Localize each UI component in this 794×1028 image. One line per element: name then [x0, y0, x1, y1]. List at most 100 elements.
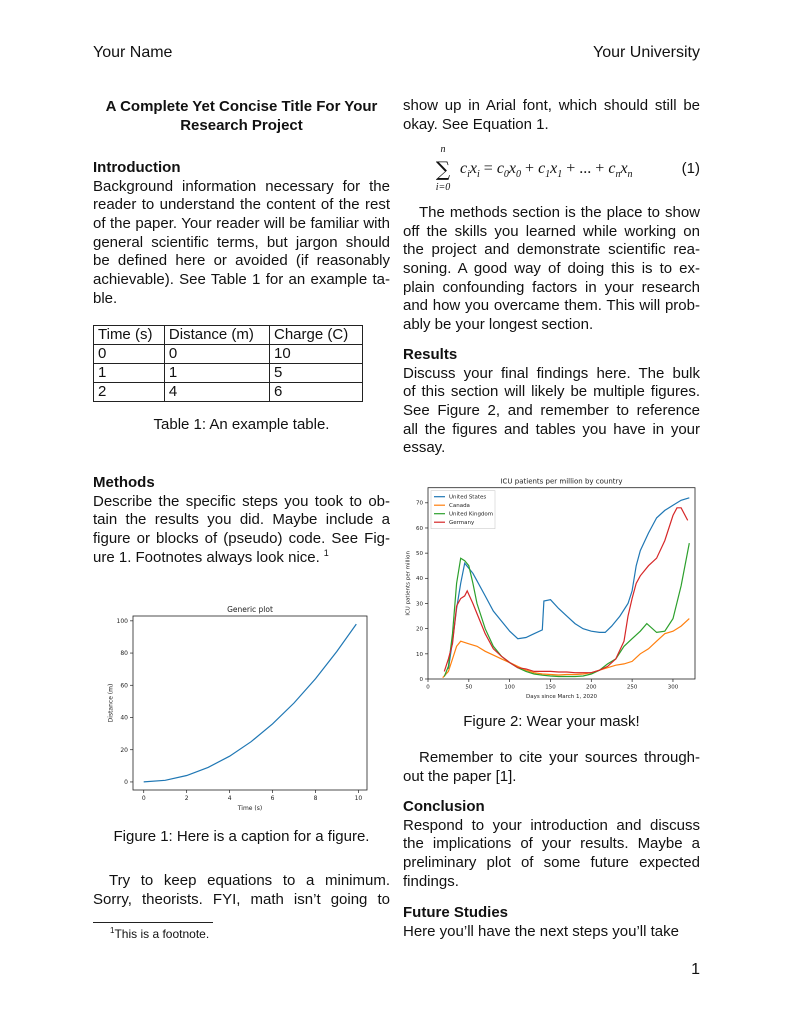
- legend-label: United States: [449, 495, 486, 501]
- text-line: See Figure 2, and remember to reference: [403, 402, 700, 421]
- y-tick-label: 60: [120, 682, 128, 689]
- section-heading: Methods: [93, 474, 155, 491]
- table-cell: 0: [163, 344, 271, 364]
- x-tick-label: 100: [504, 685, 515, 691]
- text-line-content: be defined here or avoided (if reasonabl…: [93, 252, 390, 270]
- figure-2-caption: Figure 2: Wear your mask!: [463, 713, 640, 730]
- legend-label: Germany: [449, 520, 475, 526]
- y-tick-label: 80: [120, 650, 128, 657]
- y-tick-label: 10: [416, 652, 423, 658]
- header-university: Your University: [592, 44, 700, 61]
- title-line: Research Project: [180, 117, 303, 134]
- text-line-content: and how you overcame them. This will pro…: [403, 297, 700, 315]
- column-header: Charge (C): [269, 325, 363, 345]
- table-cell: 4: [163, 382, 271, 402]
- x-tick-label: 8: [314, 795, 318, 802]
- text-line-content: Sorry, theorists. FYI, math isn’t going …: [93, 890, 390, 908]
- text-line-content: out the paper [1].: [403, 767, 517, 785]
- sum-lower-limit: i=0: [435, 182, 451, 193]
- text-line-content: essay.: [403, 439, 446, 457]
- section-heading: Results: [403, 346, 458, 363]
- text-line-content: all the figures and tables you have in y…: [403, 420, 700, 438]
- y-tick-label: 50: [416, 551, 423, 557]
- text-line: of the paper. Your reader will be famili…: [93, 215, 390, 234]
- text-line: preliminary plot of some future expected: [403, 854, 700, 873]
- text-line-content: findings.: [403, 872, 459, 890]
- text-line-content: ble.: [93, 289, 118, 307]
- introduction-section: Introduction Background information nece…: [93, 159, 390, 309]
- methods-section: Methods Describe the specific steps you …: [93, 474, 390, 567]
- chart-title: ICU patients per million by country: [500, 478, 622, 486]
- equation-1: n ∑ i=0 cixi = c0x0 + c1x1 + ... + cnxn …: [430, 144, 700, 196]
- y-tick-label: 30: [416, 601, 423, 607]
- text-line: out the paper [1].: [403, 768, 700, 787]
- paper-title: A Complete Yet Concise Title For Your Re…: [93, 97, 390, 135]
- text-line: the implications of your results. Maybe …: [403, 835, 700, 854]
- x-tick-label: 10: [355, 795, 363, 802]
- x-axis-label: Time (s): [237, 805, 262, 812]
- table-cell: 6: [269, 382, 363, 402]
- text-line-content: preliminary plot of some future expected: [403, 854, 700, 872]
- text-line: Discuss your final findings here. The bu…: [403, 365, 700, 384]
- text-line-content: plain confounding factors in your resear…: [403, 278, 700, 296]
- plot-area: [132, 615, 368, 791]
- conclusion-section: Conclusion Respond to your introduction …: [403, 798, 700, 891]
- text-line: ble.: [93, 290, 390, 309]
- x-tick-label: 0: [142, 795, 146, 802]
- text-line: off the skills you learned while working…: [403, 223, 700, 242]
- text-line: okay. See Equation 1.: [403, 116, 700, 135]
- text-line-content: Respond to your introduction and discuss: [403, 816, 700, 834]
- text-line: Background information necessary for the: [93, 178, 390, 197]
- chart-title: Generic plot: [227, 605, 273, 614]
- series-line-united-states: [447, 497, 690, 669]
- paragraph: Try to keep equations to a minimum. Sorry…: [93, 872, 390, 909]
- series-line-united-kingdom: [443, 542, 690, 678]
- text-line-content: general scientific terms, but jargon sho…: [93, 233, 390, 251]
- text-line-content: Try to keep equations to a minimum.: [109, 872, 390, 889]
- text-line: Try to keep equations to a minimum.: [93, 872, 390, 891]
- text-line: figure or blocks of (pseudo) code. See F…: [93, 530, 390, 549]
- header-author: Your Name: [93, 44, 173, 61]
- text-line-content: okay. See Equation 1.: [403, 115, 549, 133]
- text-line: essay.: [403, 439, 700, 458]
- text-line-content: See Figure 2, and remember to reference: [403, 402, 700, 420]
- text-line-content: of this section will likely be multiple …: [403, 383, 700, 401]
- text-line: tain the results you did. Maybe include …: [93, 511, 390, 530]
- text-line-content: The methods section is the place to show: [419, 204, 700, 221]
- text-line-content: the implications of your results. Maybe …: [403, 835, 700, 853]
- text-line: general scientific terms, but jargon sho…: [93, 234, 390, 253]
- text-line-content: figure or blocks of (pseudo) code. See F…: [93, 530, 390, 548]
- text-line-content: Discuss your final findings here. The bu…: [403, 364, 700, 382]
- y-tick-label: 20: [416, 627, 423, 633]
- table-cell: 2: [93, 382, 165, 402]
- y-tick-label: 0: [124, 779, 128, 786]
- sigma-symbol: ∑: [435, 157, 451, 181]
- footnote-mark: 1: [110, 926, 115, 935]
- x-tick-label: 150: [545, 685, 556, 691]
- footnote-rule: [93, 922, 213, 923]
- x-tick-label: 50: [465, 685, 472, 691]
- table-cell: 1: [93, 363, 165, 383]
- section-heading: Conclusion: [403, 798, 485, 815]
- text-line: The methods section is the place to show: [403, 204, 700, 223]
- title-line: A Complete Yet Concise Title For Your: [105, 98, 378, 115]
- section-heading: Future Studies: [403, 904, 509, 921]
- y-axis-label: ICU patients per million: [405, 551, 411, 616]
- text-line: be defined here or avoided (if reasonabl…: [93, 252, 390, 271]
- text-line-content: show up in Arial font, which should stil…: [403, 97, 700, 114]
- text-line: plain confounding factors in your resear…: [403, 279, 700, 298]
- text-line-content: off the skills you learned while working…: [403, 222, 700, 240]
- y-tick-label: 40: [120, 715, 128, 722]
- text-line: Describe the specific steps you took to …: [93, 493, 390, 512]
- x-tick-label: 250: [627, 685, 638, 691]
- table-header-row: Time (s) Distance (m) Charge (C): [93, 325, 363, 345]
- legend-label: Canada: [449, 503, 470, 509]
- series-line-germany: [443, 507, 689, 674]
- text-line: reader to understand the content of the …: [93, 196, 390, 215]
- text-line-content: Background information necessary for the: [93, 177, 390, 195]
- text-line-content: of the paper. Your reader will be famili…: [93, 215, 390, 233]
- table-caption: Table 1: An example table.: [153, 416, 330, 433]
